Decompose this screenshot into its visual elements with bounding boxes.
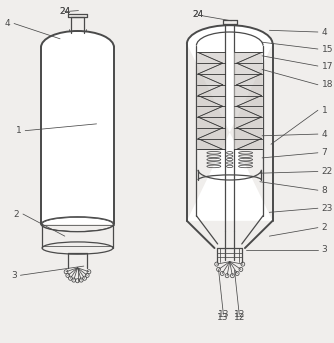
Text: 17: 17 <box>322 61 333 71</box>
Text: 4: 4 <box>5 19 10 28</box>
Text: 18: 18 <box>322 80 333 89</box>
Polygon shape <box>187 25 273 221</box>
Text: 4: 4 <box>322 130 327 139</box>
Text: 22: 22 <box>322 167 333 176</box>
Text: 2: 2 <box>13 210 19 218</box>
Text: 7: 7 <box>322 148 327 157</box>
Bar <box>234 52 263 150</box>
Text: 24: 24 <box>59 7 70 16</box>
Text: 23: 23 <box>322 204 333 213</box>
Text: 24: 24 <box>192 11 204 20</box>
Bar <box>197 52 225 150</box>
Polygon shape <box>41 47 114 224</box>
Text: 4: 4 <box>322 27 327 36</box>
Text: 13: 13 <box>217 312 228 322</box>
Text: 24: 24 <box>192 11 204 20</box>
Text: 12: 12 <box>234 312 245 322</box>
Text: 8: 8 <box>322 186 327 195</box>
Text: 1: 1 <box>16 126 21 135</box>
Text: 24: 24 <box>59 7 70 16</box>
Text: 3: 3 <box>322 245 327 254</box>
Polygon shape <box>41 31 114 47</box>
Text: 3: 3 <box>11 271 17 280</box>
Text: 13: 13 <box>218 310 229 319</box>
Text: 12: 12 <box>233 310 245 319</box>
Text: 2: 2 <box>322 223 327 232</box>
Text: 15: 15 <box>322 45 333 54</box>
Text: 1: 1 <box>322 106 327 115</box>
